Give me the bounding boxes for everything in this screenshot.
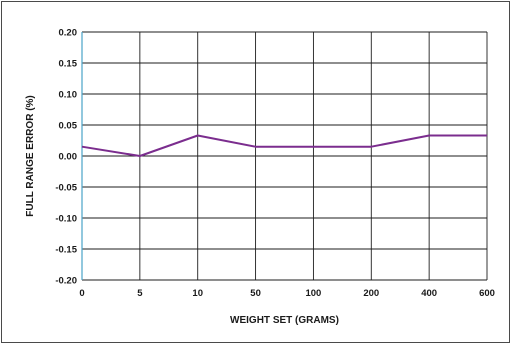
y-tick-label: -0.05 <box>55 183 77 194</box>
x-tick-label: 400 <box>421 288 437 299</box>
horizontal-gridlines <box>82 31 487 281</box>
series-line <box>81 134 487 157</box>
y-tick-label: 0.00 <box>59 152 78 163</box>
x-tick-label: 0 <box>79 288 84 299</box>
y-tick-label: 0.15 <box>59 59 78 70</box>
y-tick-label: 0.10 <box>59 90 78 101</box>
y-tick-label: -0.10 <box>55 214 77 225</box>
x-tick-label: 10 <box>192 288 203 299</box>
x-axis-title: WEIGHT SET (GRAMS) <box>230 315 339 326</box>
y-tick-label: 0.20 <box>59 28 78 39</box>
x-tick-label: 100 <box>305 288 321 299</box>
x-tick-label: 200 <box>363 288 379 299</box>
x-tick-label: 50 <box>250 288 261 299</box>
x-tick-labels: 0 5 10 50 100 200 400 600 <box>79 288 495 299</box>
x-tick-label: 5 <box>137 288 143 299</box>
y-axis-title: FULL RANGE ERROR (%) <box>25 95 36 216</box>
y-tick-label: -0.15 <box>55 245 77 256</box>
y-tick-label: 0.05 <box>59 121 78 132</box>
x-tick-label: 600 <box>479 288 495 299</box>
y-tick-labels: 0.20 0.15 0.10 0.05 0.00 -0.05 -0.10 -0.15 -0.20 <box>55 28 77 287</box>
y-tick-label: -0.20 <box>55 276 77 287</box>
